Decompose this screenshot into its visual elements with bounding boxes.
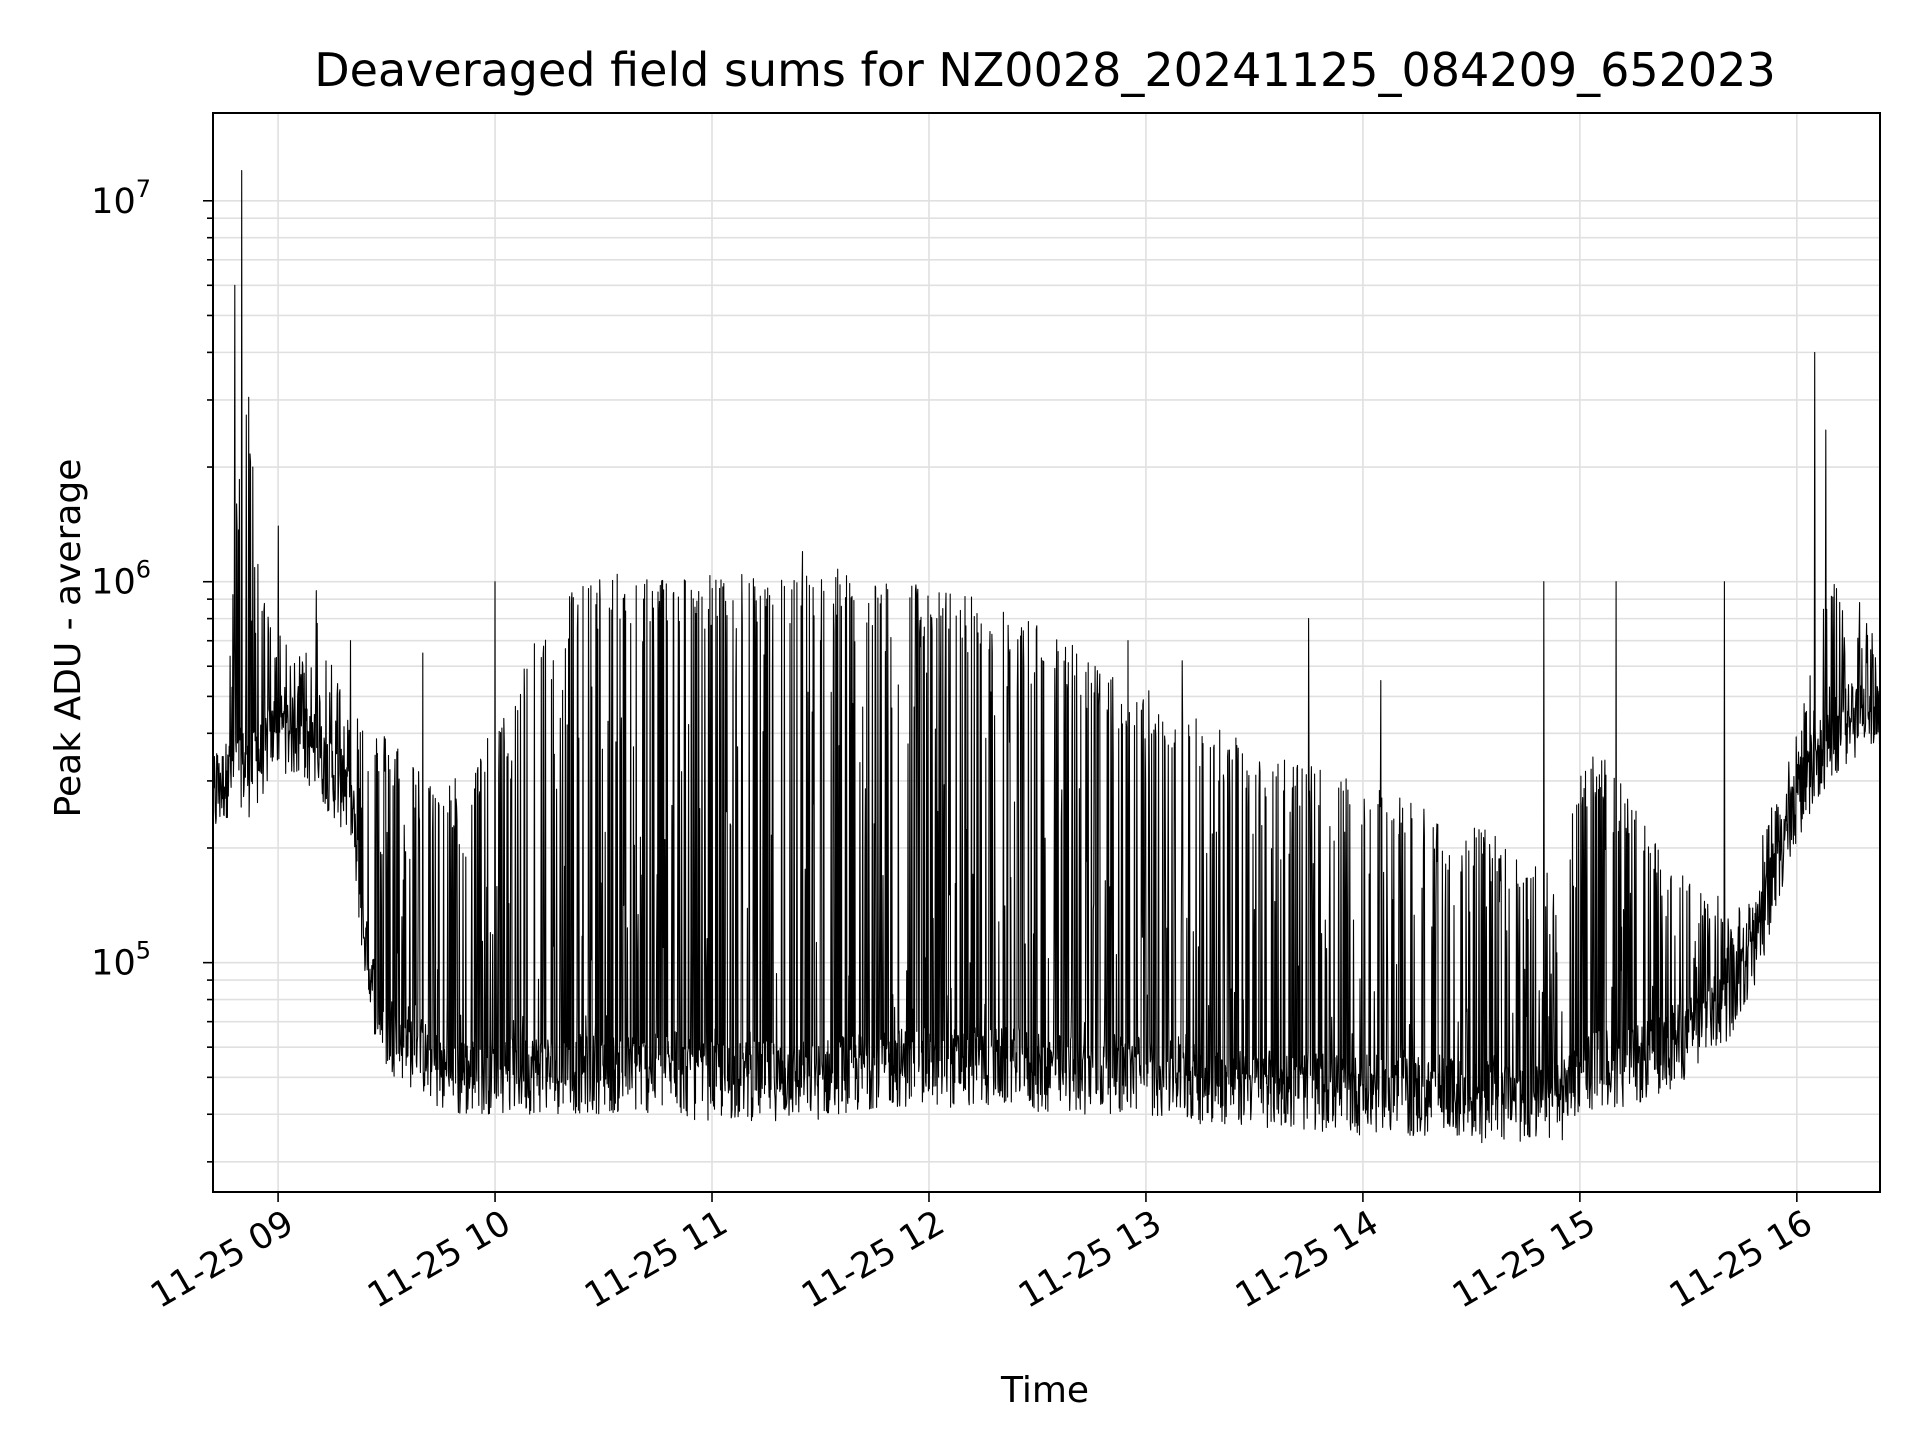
y-tick-label: 105	[91, 937, 151, 984]
x-axis-label: Time	[1000, 1370, 1089, 1411]
y-tick-label: 106	[91, 556, 151, 603]
series-layer	[212, 170, 1881, 1144]
y-axis-label: Peak ADU - average	[48, 459, 89, 818]
series-line-peak-adu	[212, 170, 1881, 1144]
y-tick-label: 107	[91, 175, 151, 222]
plot-frame	[212, 112, 1881, 1193]
chart-title: Deaveraged field sums for NZ0028_2024112…	[314, 43, 1775, 97]
